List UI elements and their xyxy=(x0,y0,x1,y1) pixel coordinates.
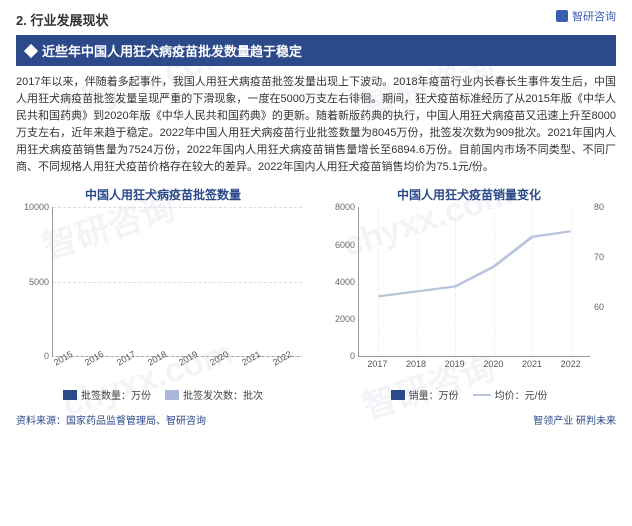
legend-item: 批签数量：万份 xyxy=(63,387,151,402)
legend-label: 销量：万份 xyxy=(409,387,459,402)
chart2-title: 中国人用狂犬疫苗销量变化 xyxy=(322,186,616,203)
chart1-title: 中国人用狂犬病疫苗批签数量 xyxy=(16,186,310,203)
chart2-plot: 02000400060008000607080 xyxy=(358,207,590,357)
chart-2: 中国人用狂犬疫苗销量变化 02000400060008000607080 201… xyxy=(322,186,616,402)
brand-icon xyxy=(556,10,568,22)
brand-text: 智研咨询 xyxy=(572,8,616,24)
legend-item: 销量：万份 xyxy=(391,387,459,402)
diamond-icon xyxy=(24,43,38,57)
chart1-plot: 0500010000 xyxy=(52,207,302,357)
legend-item: 批签发次数：批次 xyxy=(165,387,263,402)
charts-row: 中国人用狂犬病疫苗批签数量 0500010000 201520162017201… xyxy=(16,186,616,402)
chart1-xaxis: 20152016201720182019202020212022 xyxy=(52,359,302,369)
chart2-xaxis: 201720182019202020212022 xyxy=(358,359,590,369)
legend-label: 批签发次数：批次 xyxy=(183,387,263,402)
source-right: 智领产业 研判未来 xyxy=(533,412,616,427)
banner-text: 近些年中国人用狂犬病疫苗批发数量趋于稳定 xyxy=(42,41,302,60)
legend-label: 批签数量：万份 xyxy=(81,387,151,402)
source-row: 资料来源：国家药品监督管理局、智研咨询 智领产业 研判未来 xyxy=(16,412,616,427)
chart2-legend: 销量：万份 均价：元/份 xyxy=(322,387,616,402)
legend-label: 均价：元/份 xyxy=(495,387,548,402)
chart1-legend: 批签数量：万份 批签发次数：批次 xyxy=(16,387,310,402)
source-left: 资料来源：国家药品监督管理局、智研咨询 xyxy=(16,412,206,427)
chart-1: 中国人用狂犬病疫苗批签数量 0500010000 201520162017201… xyxy=(16,186,310,402)
page-root: chyxx.com 智研咨询 智研咨询 chyxx.com chyxx.com … xyxy=(0,0,632,526)
section-title: 2. 行业发展现状 xyxy=(16,10,616,29)
brand-label: 智研咨询 xyxy=(556,8,616,24)
legend-item: 均价：元/份 xyxy=(473,387,548,402)
body-paragraph: 2017年以来，伴随着多起事件，我国人用狂犬病疫苗批签发量出现上下波动。2018… xyxy=(16,74,616,176)
banner: 近些年中国人用狂犬病疫苗批发数量趋于稳定 xyxy=(16,35,616,66)
